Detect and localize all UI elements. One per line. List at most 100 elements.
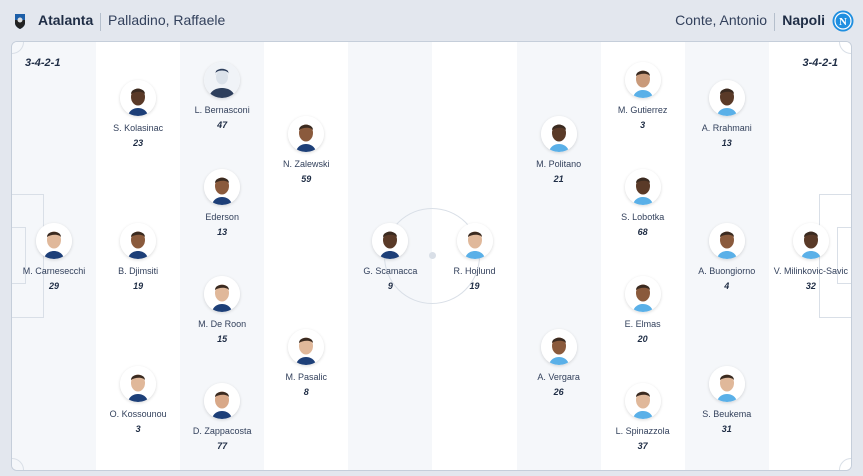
player-home[interactable]: B. Djimsiti 19: [93, 223, 183, 291]
pitch-stripe: [264, 42, 349, 470]
corner-arc: [839, 458, 851, 470]
player-away[interactable]: E. Elmas 20: [598, 276, 688, 344]
player-name: R. Hojlund: [453, 266, 496, 276]
player-number: 8: [303, 387, 309, 397]
player-away[interactable]: M. Politano 21: [514, 116, 604, 184]
pitch-stripe: [516, 42, 601, 470]
player-avatar: [540, 329, 577, 365]
player-number: 9: [387, 281, 393, 291]
player-name: A. Vergara: [537, 372, 580, 382]
player-number: 68: [637, 227, 648, 237]
player-name: S. Kolasinac: [113, 123, 164, 133]
player-name: O. Kossounou: [109, 409, 167, 419]
player-number: 77: [217, 441, 228, 451]
player-away[interactable]: V. Milinkovic-Savic 32: [766, 223, 851, 291]
player-home[interactable]: O. Kossounou 3: [93, 366, 183, 434]
player-avatar: [204, 169, 241, 205]
player-avatar: [204, 276, 241, 312]
player-name: B. Djimsiti: [118, 266, 159, 276]
home-formation: 3-4-2-1: [25, 57, 61, 69]
napoli-logo-icon: N: [832, 10, 854, 32]
player-avatar: [624, 62, 661, 98]
away-formation: 3-4-2-1: [802, 57, 838, 69]
player-home[interactable]: S. Kolasinac 23: [93, 80, 183, 148]
lineup-pitch: 3-4-2-1 3-4-2-1 M. Carnesecchi 29 S. Kol…: [11, 41, 852, 471]
player-avatar: [120, 223, 157, 259]
player-away[interactable]: A. Vergara 26: [514, 329, 604, 397]
player-avatar: [204, 383, 241, 419]
player-name: Ederson: [205, 212, 239, 222]
player-away[interactable]: L. Spinazzola 37: [598, 383, 688, 451]
player-number: 21: [553, 174, 564, 184]
player-avatar: [120, 366, 157, 402]
player-name: L. Bernasconi: [194, 105, 250, 115]
home-coach[interactable]: Palladino, Raffaele: [108, 12, 226, 28]
player-number: 13: [217, 227, 228, 237]
player-away[interactable]: M. Gutierrez 3: [598, 62, 688, 130]
player-name: V. Milinkovic-Savic: [773, 266, 848, 276]
player-number: 20: [637, 334, 648, 344]
player-home[interactable]: M. Carnesecchi 29: [12, 223, 99, 291]
player-number: 13: [721, 138, 732, 148]
player-avatar: [540, 116, 577, 152]
player-name: L. Spinazzola: [615, 426, 670, 436]
center-spot: [429, 252, 436, 259]
player-number: 19: [133, 281, 144, 291]
player-number: 47: [217, 120, 228, 130]
player-home[interactable]: D. Zappacosta 77: [177, 383, 267, 451]
player-name: S. Beukema: [702, 409, 752, 419]
player-away[interactable]: R. Hojlund 19: [430, 223, 520, 291]
svg-text:N: N: [839, 16, 847, 28]
player-away[interactable]: A. Rrahmani 13: [682, 80, 772, 148]
player-home[interactable]: M. De Roon 15: [177, 276, 267, 344]
player-number: 3: [135, 424, 141, 434]
player-name: M. Carnesecchi: [22, 266, 86, 276]
left-goal-box: [12, 227, 26, 284]
atalanta-logo-icon: [15, 14, 25, 29]
match-header: Atalanta Palladino, Raffaele Conte, Anto…: [0, 0, 863, 41]
player-name: G. Scamacca: [363, 266, 418, 276]
player-number: 3: [640, 120, 646, 130]
player-avatar: [624, 276, 661, 312]
player-number: 19: [469, 281, 480, 291]
player-name: N. Zalewski: [283, 159, 330, 169]
player-away[interactable]: A. Buongiorno 4: [682, 223, 772, 291]
player-number: 31: [721, 424, 732, 434]
player-avatar: [708, 366, 745, 402]
player-avatar: [792, 223, 829, 259]
player-number: 29: [48, 281, 59, 291]
player-home[interactable]: Ederson 13: [177, 169, 267, 237]
player-name: M. Gutierrez: [617, 105, 668, 115]
player-number: 59: [301, 174, 312, 184]
player-away[interactable]: S. Beukema 31: [682, 366, 772, 434]
player-avatar: [120, 80, 157, 116]
player-number: 26: [553, 387, 564, 397]
player-avatar: [204, 62, 241, 98]
player-name: D. Zappacosta: [192, 426, 252, 436]
player-name: M. Politano: [536, 159, 582, 169]
player-name: E. Elmas: [624, 319, 661, 329]
divider: [100, 13, 101, 31]
player-name: M. De Roon: [198, 319, 247, 329]
away-team-name[interactable]: Napoli: [782, 12, 825, 28]
player-name: A. Buongiorno: [698, 266, 756, 276]
player-avatar: [624, 383, 661, 419]
player-home[interactable]: L. Bernasconi 47: [177, 62, 267, 130]
player-home[interactable]: G. Scamacca 9: [345, 223, 435, 291]
right-goal-box: [837, 227, 851, 284]
player-name: M. Pasalic: [285, 372, 328, 382]
player-number: 4: [724, 281, 730, 291]
player-home[interactable]: M. Pasalic 8: [261, 329, 351, 397]
player-home[interactable]: N. Zalewski 59: [261, 116, 351, 184]
player-name: A. Rrahmani: [701, 123, 752, 133]
home-team-name[interactable]: Atalanta: [38, 12, 94, 28]
away-coach[interactable]: Conte, Antonio: [675, 12, 767, 28]
player-avatar: [708, 223, 745, 259]
player-avatar: [456, 223, 493, 259]
player-name: S. Lobotka: [621, 212, 665, 222]
divider: [774, 13, 775, 31]
player-avatar: [372, 223, 409, 259]
player-avatar: [708, 80, 745, 116]
player-number: 37: [637, 441, 648, 451]
player-away[interactable]: S. Lobotka 68: [598, 169, 688, 237]
